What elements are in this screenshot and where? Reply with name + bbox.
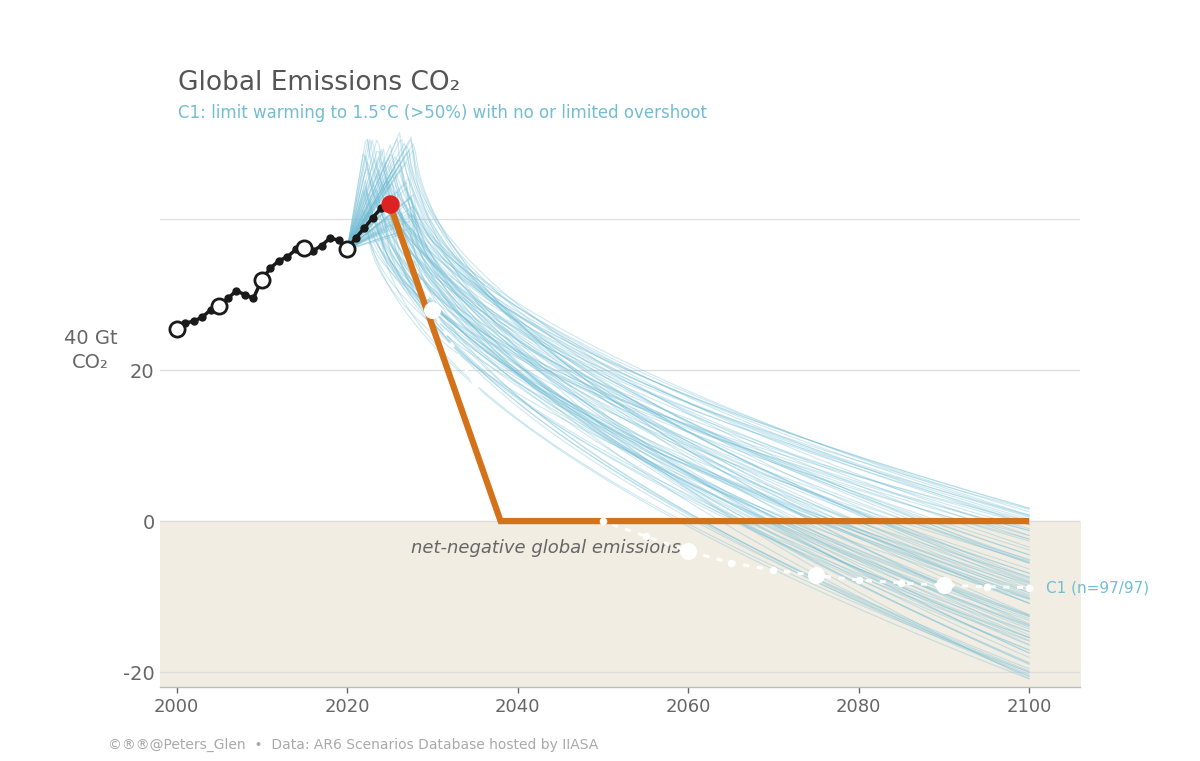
Text: Global Emissions CO₂: Global Emissions CO₂ [178, 70, 461, 96]
Point [312, 240, 331, 252]
Point [364, 212, 383, 224]
Point [184, 315, 203, 327]
Point [977, 581, 996, 593]
Point [235, 288, 254, 301]
Point [764, 564, 784, 576]
Point [380, 198, 400, 210]
Point [269, 255, 288, 267]
Point [850, 574, 869, 586]
Point [551, 485, 570, 497]
Point [551, 485, 570, 497]
Point [636, 530, 655, 543]
Point [278, 251, 298, 263]
Point [244, 292, 263, 304]
Point [593, 515, 612, 527]
Point [320, 232, 340, 244]
Text: ©®®@Peters_Glen  •  Data: AR6 Scenarios Database hosted by IIASA: ©®®@Peters_Glen • Data: AR6 Scenarios Da… [108, 737, 599, 752]
Point [252, 273, 271, 285]
Point [508, 440, 527, 452]
Point [337, 244, 356, 256]
Point [346, 232, 365, 244]
Point [806, 569, 826, 581]
Point [1020, 581, 1039, 594]
Point [210, 300, 229, 312]
Point [380, 198, 400, 210]
Point [210, 300, 229, 312]
Point [354, 222, 373, 234]
Point [167, 323, 186, 335]
Point [252, 273, 271, 285]
Point [678, 545, 697, 557]
Point [372, 202, 391, 214]
Point [260, 262, 280, 274]
Text: C1: limit warming to 1.5°C (>50%) with no or limited overshoot: C1: limit warming to 1.5°C (>50%) with n… [178, 104, 707, 122]
Point [422, 304, 442, 316]
Point [175, 317, 194, 330]
Point [806, 569, 826, 581]
Text: net-negative global emissions: net-negative global emissions [412, 540, 682, 558]
Point [218, 292, 238, 304]
Point [935, 579, 954, 591]
Text: 40 Gt
CO₂: 40 Gt CO₂ [64, 329, 118, 371]
Text: C1 (n=97/97): C1 (n=97/97) [1046, 580, 1150, 595]
Point [329, 234, 348, 247]
Point [202, 304, 221, 316]
Point [466, 379, 485, 391]
Point [380, 198, 400, 210]
Point [935, 579, 954, 591]
Point [678, 545, 697, 557]
Point [422, 304, 442, 316]
Point [721, 556, 740, 568]
Point [287, 244, 306, 256]
Point [337, 244, 356, 256]
Point [227, 285, 246, 297]
Point [295, 242, 314, 254]
Point [167, 323, 186, 335]
Point [304, 245, 323, 257]
Point [192, 311, 211, 323]
Point [295, 242, 314, 254]
Point [892, 577, 911, 589]
